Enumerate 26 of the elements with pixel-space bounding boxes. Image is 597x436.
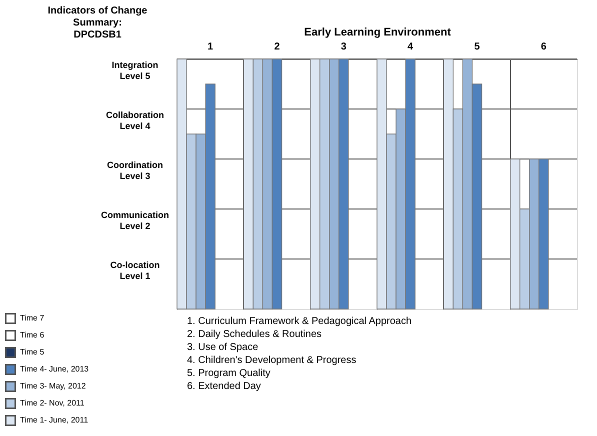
- text: Co-location Level 1: [110, 260, 160, 281]
- legend-label: Time 6: [20, 330, 45, 340]
- text: 5. Program Quality: [187, 368, 270, 379]
- text: 2. Daily Schedules & Routines: [187, 329, 322, 340]
- x-tick-label: 4: [408, 42, 414, 52]
- text: Communication Level 2: [100, 210, 170, 231]
- text: 3. Use of Space: [187, 342, 259, 353]
- legend-label: Time 5: [20, 348, 45, 356]
- legend-label: Time 7: [20, 314, 45, 322]
- y-axis-title: Indicators of Change Summary: DPCDSB1: [48, 6, 148, 40]
- x-tick-label: 6: [540, 42, 547, 52]
- text: 4. Children's Development & Progress: [187, 355, 356, 366]
- legend-label: Time 2- Nov, 2011: [20, 398, 85, 408]
- text: Integration Level 5: [112, 60, 158, 81]
- legend-label: Time 4- June, 2013: [20, 364, 90, 374]
- x-tick-label: 2: [274, 42, 280, 52]
- text: 6. Extended Day: [187, 381, 261, 392]
- x-tick-label: 1: [208, 42, 214, 52]
- x-tick-label: 5: [474, 42, 480, 52]
- legend-label: Time 1- June, 2011: [20, 416, 89, 424]
- text: 1. Curriculum Framework & Pedagogical Approach: [187, 316, 412, 327]
- x-tick-label: 3: [340, 42, 347, 52]
- x-axis-title: Early Learning Environment: [304, 26, 452, 38]
- text: Collaboration Level 4: [106, 110, 164, 131]
- legend-label: Time 3- May, 2012: [20, 382, 86, 390]
- text: Coordination Level 3: [107, 160, 163, 181]
